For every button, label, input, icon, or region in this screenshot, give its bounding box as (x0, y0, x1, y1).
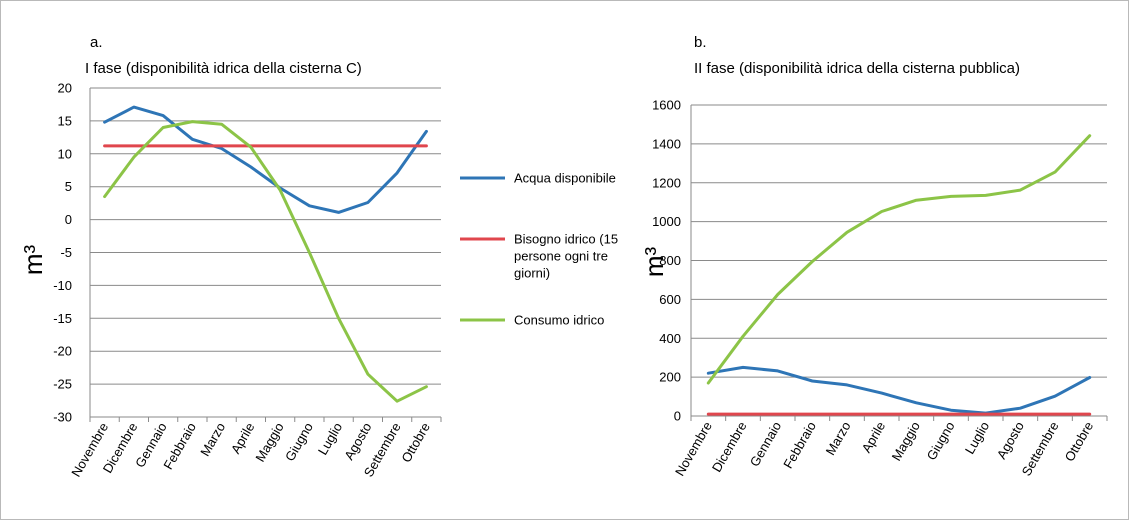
legend-label: Consumo idrico (514, 313, 604, 328)
legend: Acqua disponibile Bisogno idrico (15 perso… (460, 171, 618, 328)
y-tick-label: -25 (53, 377, 72, 392)
series-line-1 (103, 105, 428, 214)
y-axis-label: m³ (18, 245, 48, 276)
legend-label: Bisogno idrico (15 (514, 232, 618, 247)
y-tick-label: -10 (53, 278, 72, 293)
x-tick-label: Marzo (197, 420, 228, 459)
y-axis-label: m³ (639, 247, 669, 278)
x-tick-label: Aprile (859, 419, 889, 455)
x-tick-label: Dicembre (709, 419, 750, 475)
panel-label: b. (694, 34, 707, 51)
x-tick-label: Marzo (823, 419, 854, 458)
y-tick-label: -20 (53, 344, 72, 359)
y-tick-label: -5 (60, 245, 72, 260)
y-tick-label: 1600 (652, 98, 681, 113)
x-tick-label: Aprile (228, 420, 258, 456)
y-tick-label: 20 (58, 81, 72, 96)
legend-label: persone ogni tre (514, 249, 608, 264)
x-tick-label: Giugno (282, 420, 316, 464)
y-tick-label: 1200 (652, 175, 681, 190)
x-tick-label: Maggio (889, 419, 923, 463)
y-tick-label: 1000 (652, 214, 681, 229)
y-tick-label: 800 (659, 253, 681, 268)
x-tick-label: Giugno (924, 419, 958, 463)
y-tick-label: 600 (659, 292, 681, 307)
legend-label: Acqua disponibile (514, 171, 616, 186)
y-tick-label: 0 (674, 409, 681, 424)
y-tick-label: -15 (53, 311, 72, 326)
series-line-3 (103, 120, 428, 403)
chart-title: II fase (disponibilità idrica della cist… (694, 60, 1020, 77)
y-tick-label: 200 (659, 370, 681, 385)
panel-label: a. (90, 34, 103, 51)
y-tick-label: 1400 (652, 136, 681, 151)
chart-panel-a: a. I fase (disponibilità idrica della cis… (18, 34, 618, 479)
y-tick-label: 10 (58, 146, 72, 161)
series-line-3 (706, 134, 1092, 385)
x-tick-label: Ottobre (1062, 419, 1097, 464)
x-tick-label: Febbraio (780, 419, 819, 471)
x-tick-label: Luglio (962, 419, 992, 457)
chart-title: I fase (disponibilità idrica della ciste… (85, 60, 362, 77)
y-tick-label: 0 (65, 212, 72, 227)
x-tick-label: Novembre (672, 419, 715, 478)
x-tick-label: Luglio (315, 420, 345, 458)
series-line-1 (706, 365, 1092, 415)
x-tick-label: Gennaio (747, 419, 785, 469)
legend-label: giorni) (514, 266, 550, 281)
chart-panel-b: b. II fase (disponibilità idrica della ci… (639, 34, 1108, 478)
y-tick-label: 400 (659, 331, 681, 346)
y-tick-label: 15 (58, 113, 72, 128)
x-tick-label: Ottobre (398, 420, 433, 465)
x-tick-label: Agosto (994, 419, 1027, 462)
y-tick-label: 5 (65, 179, 72, 194)
y-tick-label: -30 (53, 410, 72, 425)
x-tick-label: Maggio (252, 420, 286, 464)
